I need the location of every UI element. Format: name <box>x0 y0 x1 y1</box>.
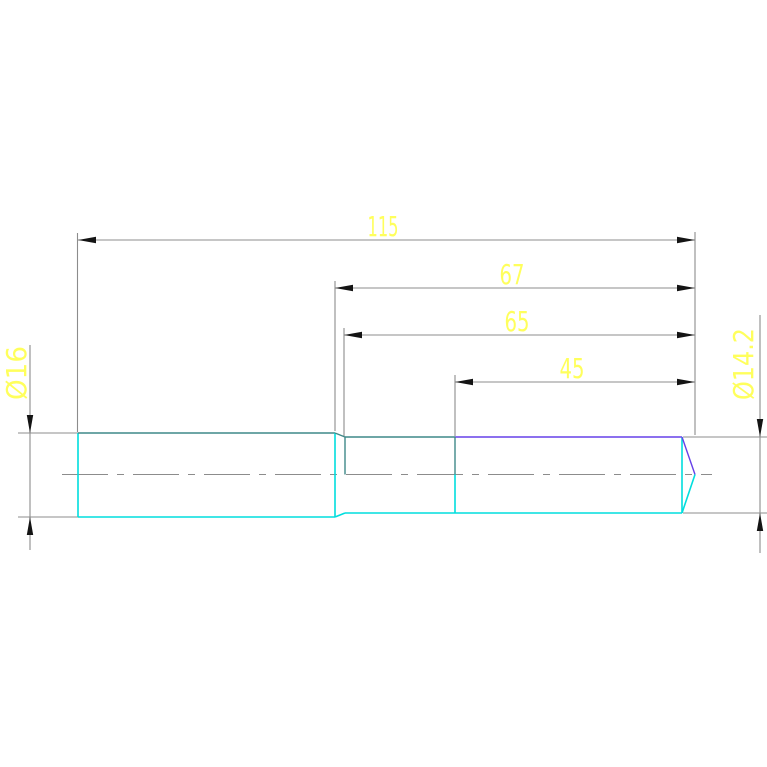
arrowhead-left <box>78 236 96 244</box>
arrowhead-bottom <box>756 513 764 531</box>
shoulder-chamfer-bottom <box>334 512 346 518</box>
dimension-label-65: 65 <box>505 305 530 338</box>
dimension-label-dia-16: Ø16 <box>0 346 33 400</box>
dimension-115: 115 <box>76 210 696 435</box>
dimension-65: 65 <box>343 305 695 436</box>
arrowhead-right <box>677 331 695 339</box>
arrowhead-left <box>455 378 473 386</box>
shoulder-chamfer-top <box>334 432 346 438</box>
arrowhead-right <box>677 284 695 292</box>
tip-cone-top-edge <box>681 436 696 475</box>
arrowhead-bottom <box>26 517 34 535</box>
dimension-label-67: 67 <box>500 258 525 291</box>
arrowhead-right <box>677 236 695 244</box>
arrowhead-top <box>756 419 764 437</box>
arrowhead-top <box>26 415 34 433</box>
dimension-dia-14-2: Ø14.2 <box>683 315 767 553</box>
dimension-67: 67 <box>334 258 695 431</box>
dimension-dia-16: Ø16 <box>0 345 83 550</box>
dimension-label-45: 45 <box>560 352 585 385</box>
tip-cone-bottom-edge <box>681 474 696 514</box>
arrowhead-left <box>335 284 353 292</box>
arrowhead-right <box>677 378 695 386</box>
arrowhead-left <box>344 331 362 339</box>
dimension-45: 45 <box>454 352 695 436</box>
part-outline <box>77 432 696 518</box>
dimension-label-dia-14-2: Ø14.2 <box>727 328 760 400</box>
dimension-label-115: 115 <box>368 210 399 243</box>
